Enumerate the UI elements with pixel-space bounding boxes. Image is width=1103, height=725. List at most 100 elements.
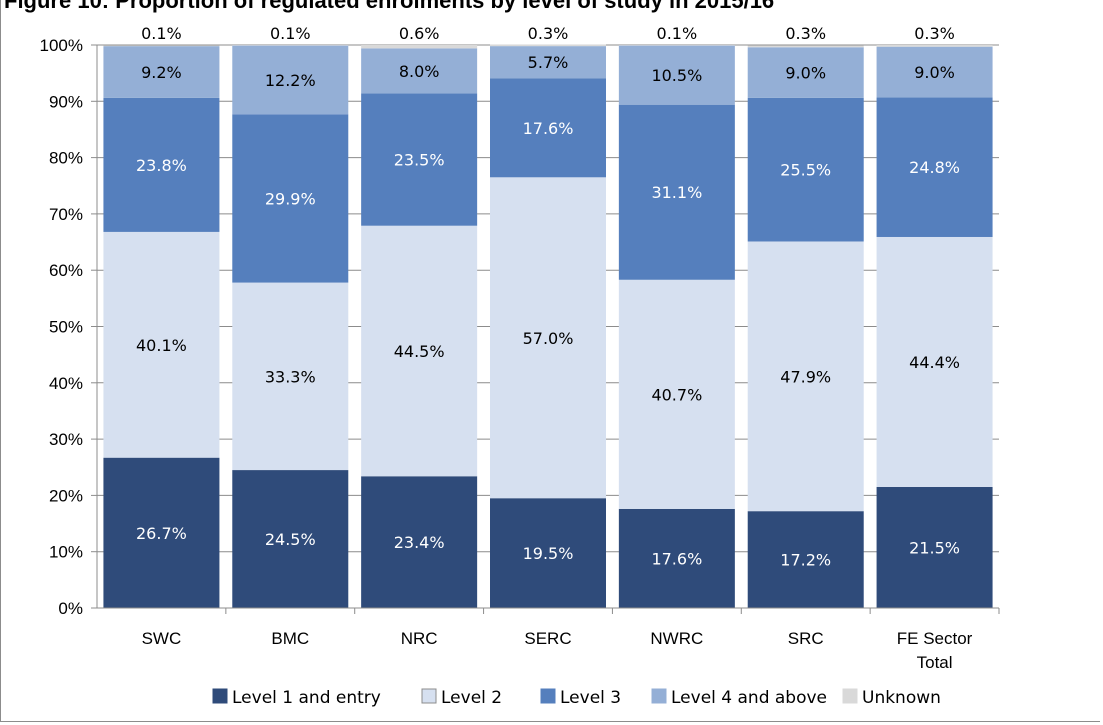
y-tick-label: 60%: [49, 261, 83, 280]
data-label: 10.5%: [651, 66, 702, 85]
bar-segment-level-4-and-above: [747, 47, 864, 98]
bar-segment-level-4-and-above: [490, 46, 606, 79]
y-tick-label: 0%: [58, 599, 83, 618]
data-label: 57.0%: [523, 329, 574, 348]
bar-segment-level-4-and-above: [876, 46, 993, 98]
data-label: 21.5%: [909, 538, 960, 557]
data-label: 47.9%: [780, 367, 831, 386]
x-tick-label: NRC: [401, 629, 438, 648]
data-label: 0.1%: [270, 24, 311, 43]
bar-segment-level-2: [876, 236, 993, 487]
x-tick-label: Total: [917, 653, 953, 672]
data-label: 8.0%: [399, 62, 440, 81]
axes: 0% 10% 20% 30% 40% 50% 60% 70% 80% 90% 100% SWC BMC N…: [40, 36, 1000, 672]
data-label: 0.3%: [785, 24, 826, 43]
y-tick-label: 100%: [40, 36, 83, 55]
bar-segment-level-3: [747, 97, 864, 242]
x-tick-label: NWRC: [650, 629, 703, 648]
data-label: 24.8%: [909, 158, 960, 177]
data-label: 24.5%: [265, 530, 316, 549]
x-tick-label: BMC: [271, 629, 309, 648]
bar-segment-level-4-and-above: [361, 48, 478, 94]
bar-segment-level-1-and-entry: [747, 511, 864, 608]
bar-segment-unknown: [361, 45, 478, 49]
legend-swatch: [842, 688, 858, 704]
bar-segment-unknown: [747, 45, 864, 48]
x-tick-label: SRC: [788, 629, 824, 648]
data-label: 29.9%: [265, 189, 316, 208]
data-label: 25.5%: [780, 161, 831, 180]
data-label: 44.4%: [909, 353, 960, 372]
bar-segment-level-4-and-above: [618, 45, 735, 105]
data-label: 23.4%: [394, 533, 445, 552]
data-label: 17.6%: [523, 119, 574, 138]
data-label: 40.7%: [651, 385, 702, 404]
data-label: 0.3%: [914, 24, 955, 43]
bar-segment-level-3: [361, 93, 478, 226]
legend-label: Level 3: [560, 688, 621, 708]
data-label: 9.2%: [141, 63, 182, 82]
bar-segment-level-2: [490, 177, 606, 499]
data-label: 17.6%: [651, 549, 702, 568]
bar-segment-level-2: [618, 279, 735, 509]
data-label: 9.0%: [785, 64, 826, 83]
data-label: 44.5%: [394, 342, 445, 361]
y-tick-label: 10%: [49, 543, 83, 562]
bar-segment-level-3: [490, 78, 606, 178]
legend-swatch: [421, 688, 437, 704]
bar-segment-unknown: [618, 45, 735, 46]
data-label: 33.3%: [265, 367, 316, 386]
data-label: 17.2%: [780, 551, 831, 570]
y-tick-label: 70%: [49, 205, 83, 224]
bar-segment-level-2: [747, 241, 864, 512]
legend-swatch: [651, 688, 667, 704]
data-label: 0.6%: [399, 24, 440, 43]
legend-label: Level 1 and entry: [232, 688, 381, 708]
bar-segment-level-1-and-entry: [876, 486, 993, 608]
data-label: 0.3%: [528, 24, 569, 43]
bar-segment-level-3: [618, 104, 735, 280]
data-label: 19.5%: [523, 544, 574, 563]
data-label: 0.1%: [657, 24, 698, 43]
chart-title: Figure 10: Proportion of regulated enrol…: [4, 0, 775, 13]
bar-segment-level-1-and-entry: [232, 470, 349, 608]
data-label: 5.7%: [528, 53, 569, 72]
data-label: 9.0%: [914, 63, 955, 82]
data-label: 26.7%: [136, 524, 187, 543]
bar-segment-level-1-and-entry: [490, 498, 606, 608]
bar-segment-level-2: [361, 225, 478, 477]
bar-segment-level-4-and-above: [232, 45, 349, 115]
bar-segment-level-2: [232, 282, 349, 471]
bar-segment-level-1-and-entry: [103, 457, 220, 608]
x-tick-label: FE Sector: [897, 629, 973, 648]
bar-segment-unknown: [876, 45, 993, 47]
data-label: 40.1%: [136, 336, 187, 355]
legend-label: Level 2: [441, 688, 502, 708]
bar-segment-level-3: [232, 114, 349, 283]
data-label: 31.1%: [651, 183, 702, 202]
bar-segment-level-4-and-above: [103, 46, 220, 98]
legend-label: Unknown: [862, 688, 941, 708]
legend-swatch: [540, 688, 556, 704]
data-labels: 26.7% 40.1% 23.8% 9.2% 0.1% 24.5% 33.3% 29.9% 12…: [136, 24, 960, 570]
y-tick-label: 30%: [49, 430, 83, 449]
data-label: 23.5%: [394, 151, 445, 170]
y-tick-label: 90%: [49, 92, 83, 111]
y-tick-label: 20%: [49, 486, 83, 505]
data-label: 23.8%: [136, 156, 187, 175]
y-tick-label: 40%: [49, 374, 83, 393]
y-tick-label: 80%: [49, 149, 83, 168]
y-tick-label: 50%: [49, 318, 83, 337]
bar-segment-level-2: [103, 231, 220, 458]
bar-segment-unknown: [232, 45, 349, 46]
data-label: 0.1%: [141, 24, 182, 43]
bars: [103, 44, 993, 608]
bar-segment-unknown: [103, 45, 220, 47]
bar-segment-level-3: [876, 97, 993, 237]
legend-label: Level 4 and above: [671, 688, 827, 708]
bar-segment-level-1-and-entry: [618, 508, 735, 608]
bar-segment-level-3: [103, 97, 220, 232]
legend-swatch: [212, 688, 228, 704]
